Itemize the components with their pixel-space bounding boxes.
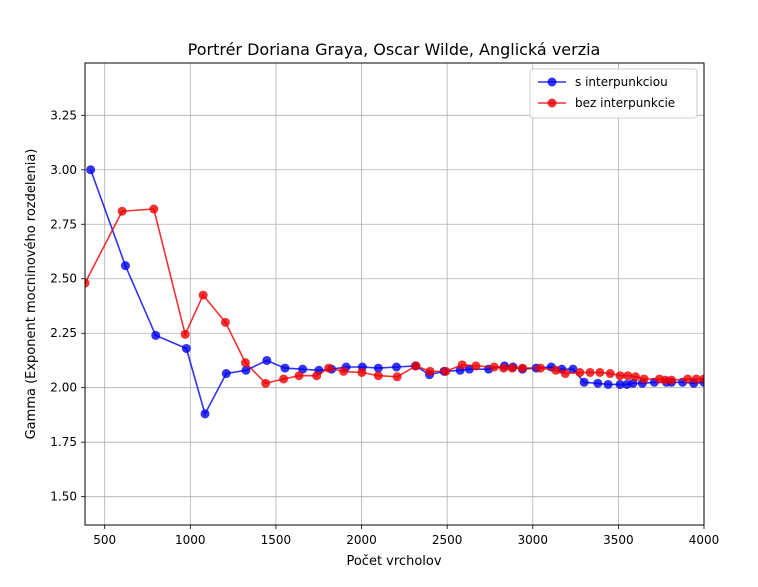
series-2 [85, 204, 704, 388]
data-point [585, 367, 595, 377]
x-tick-label: 2500 [432, 533, 463, 547]
data-point [339, 366, 349, 376]
data-point [149, 204, 159, 214]
data-point [639, 374, 649, 384]
data-point [294, 371, 304, 381]
data-point [241, 365, 251, 375]
data-point [357, 367, 367, 377]
data-point [560, 369, 570, 379]
legend-label: bez interpunkcie [575, 96, 675, 110]
data-point [117, 206, 127, 216]
data-point [221, 369, 231, 379]
y-tick-label: 2.50 [50, 272, 77, 286]
data-point [240, 358, 250, 368]
data-point [595, 367, 605, 377]
data-point [441, 366, 451, 376]
data-point [631, 372, 641, 382]
data-point [425, 366, 435, 376]
data-point [85, 278, 90, 288]
data-point [605, 369, 615, 379]
y-tick-label: 2.25 [50, 326, 77, 340]
data-point [220, 317, 230, 327]
data-point [180, 329, 190, 339]
legend-label: s interpunkciou [575, 75, 668, 89]
data-point [615, 371, 625, 381]
data-point [457, 360, 467, 370]
data-point [120, 261, 130, 271]
data-point [517, 363, 527, 373]
data-point [691, 374, 701, 384]
y-tick-label: 2.75 [50, 217, 77, 231]
y-tick-label: 3.00 [50, 163, 77, 177]
data-point [279, 374, 289, 384]
data-point [699, 374, 704, 384]
data-point [392, 372, 402, 382]
y-tick-label: 2.00 [50, 381, 77, 395]
y-tick-label: 1.75 [50, 435, 77, 449]
data-point [551, 365, 561, 375]
data-point [603, 379, 613, 389]
data-point [507, 363, 517, 373]
data-point [535, 363, 545, 373]
data-point [568, 364, 578, 374]
series-layer [85, 165, 704, 419]
legend-marker [547, 98, 557, 108]
ticks: 500 1000 1500 2000 2500 3000 3500 4000 1.50 1.75 2… [50, 108, 719, 547]
data-point [86, 165, 96, 175]
data-point [489, 362, 499, 372]
x-tick-label: 1000 [175, 533, 206, 547]
data-point [200, 409, 210, 419]
data-point [471, 361, 481, 371]
data-point [198, 290, 208, 300]
legend-box [529, 68, 698, 119]
x-tick-label: 1500 [261, 533, 292, 547]
chart-title: Portrér Doriana Graya, Oscar Wilde, Angl… [188, 40, 601, 59]
data-point [615, 379, 625, 389]
y-axis-label: Gamma (Exponent mocninového rozdelenia) [24, 149, 39, 440]
data-point [499, 363, 509, 373]
data-point [324, 363, 334, 373]
x-tick-label: 500 [93, 533, 116, 547]
legend-marker [547, 77, 557, 87]
data-point [623, 371, 633, 381]
data-point [575, 367, 585, 377]
y-tick-label: 1.50 [50, 490, 77, 504]
data-point [373, 363, 383, 373]
data-point [579, 377, 589, 387]
data-point [312, 371, 322, 381]
x-axis-label: Počet vrcholov [346, 554, 441, 569]
data-point [151, 330, 161, 340]
data-point [411, 361, 421, 371]
data-point [593, 378, 603, 388]
data-point [391, 362, 401, 372]
plot-frame [84, 62, 705, 526]
data-point [373, 371, 383, 381]
data-point [666, 375, 676, 385]
data-point [683, 374, 693, 384]
data-point [181, 343, 191, 353]
data-point [261, 378, 271, 388]
data-point [262, 355, 272, 365]
y-tick-label: 3.25 [50, 108, 77, 122]
x-tick-label: 3000 [517, 533, 548, 547]
legend: s interpunkciou bez interpunkcie [529, 68, 698, 119]
data-point [280, 363, 290, 373]
x-tick-label: 3500 [603, 533, 634, 547]
x-tick-label: 4000 [689, 533, 720, 547]
x-tick-label: 2000 [346, 533, 377, 547]
